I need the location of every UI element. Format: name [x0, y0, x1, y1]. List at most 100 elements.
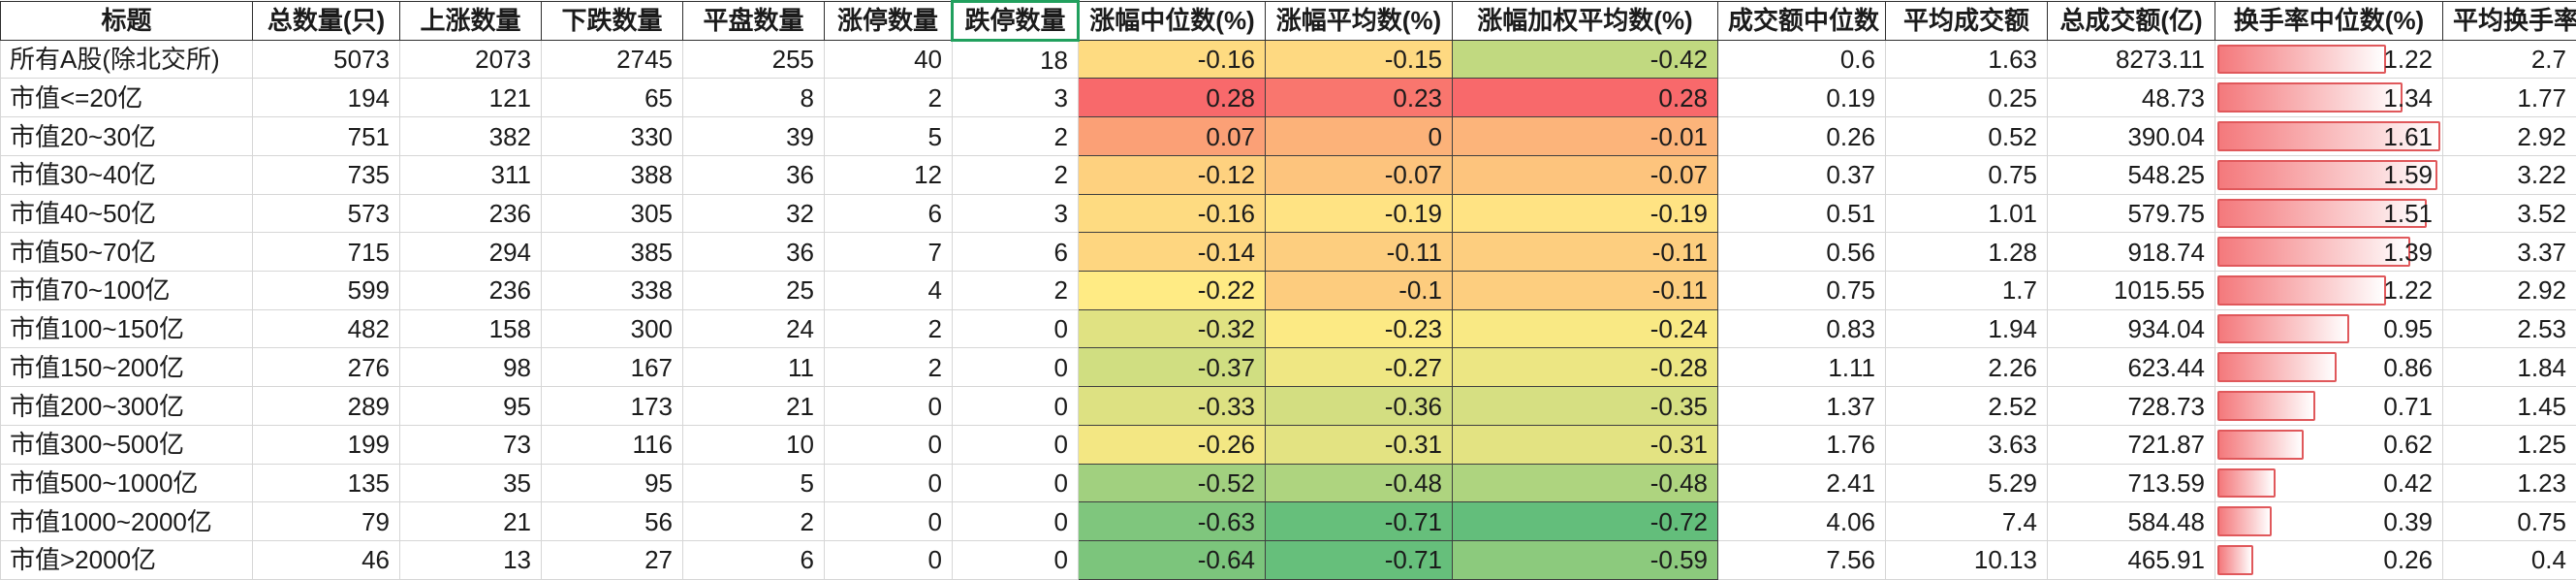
cell-turnover_rate_median_pct[interactable]: 0.86 [2215, 348, 2443, 387]
cell-down_count[interactable]: 338 [542, 272, 683, 310]
cell-turnover_amount_median[interactable]: 7.56 [1718, 541, 1886, 580]
cell-limit_up_count[interactable]: 12 [825, 155, 953, 194]
cell-turnover_rate_mean[interactable]: 0.75 [2443, 502, 2576, 541]
cell-turnover_rate_median_pct[interactable]: 1.22 [2215, 40, 2443, 79]
cell-down_count[interactable]: 116 [542, 425, 683, 464]
cell-turnover_amount_mean[interactable]: 1.7 [1886, 272, 2048, 310]
cell-turnover_amount_total[interactable]: 390.04 [2048, 117, 2215, 156]
cell-turnover_amount_median[interactable]: 0.51 [1718, 194, 1886, 233]
cell-up_count[interactable]: 21 [400, 502, 542, 541]
cell-flat_count[interactable]: 32 [683, 194, 825, 233]
cell-turnover_amount_mean[interactable]: 5.29 [1886, 464, 2048, 502]
cell-change_weighted_mean_pct[interactable]: -0.07 [1453, 155, 1718, 194]
cell-change_weighted_mean_pct[interactable]: -0.72 [1453, 502, 1718, 541]
cell-turnover_amount_median[interactable]: 2.41 [1718, 464, 1886, 502]
column-header-flat_count[interactable]: 平盘数量 [683, 2, 825, 41]
cell-up_count[interactable]: 2073 [400, 40, 542, 79]
cell-flat_count[interactable]: 255 [683, 40, 825, 79]
cell-change_weighted_mean_pct[interactable]: -0.01 [1453, 117, 1718, 156]
cell-flat_count[interactable]: 21 [683, 387, 825, 426]
cell-turnover_rate_median_pct[interactable]: 0.42 [2215, 464, 2443, 502]
cell-title[interactable]: 市值20~30亿 [1, 117, 253, 156]
cell-turnover_amount_mean[interactable]: 1.94 [1886, 309, 2048, 348]
cell-limit_up_count[interactable]: 0 [825, 541, 953, 580]
cell-change_median_pct[interactable]: 0.28 [1079, 79, 1266, 117]
cell-up_count[interactable]: 13 [400, 541, 542, 580]
cell-total_count[interactable]: 751 [253, 117, 400, 156]
cell-up_count[interactable]: 95 [400, 387, 542, 426]
cell-change_weighted_mean_pct[interactable]: -0.28 [1453, 348, 1718, 387]
column-header-up_count[interactable]: 上涨数量 [400, 2, 542, 41]
cell-limit_down_count[interactable]: 2 [953, 155, 1079, 194]
cell-change_median_pct[interactable]: -0.33 [1079, 387, 1266, 426]
cell-change_median_pct[interactable]: -0.52 [1079, 464, 1266, 502]
cell-turnover_amount_median[interactable]: 0.56 [1718, 233, 1886, 272]
cell-turnover_rate_median_pct[interactable]: 1.59 [2215, 155, 2443, 194]
cell-limit_up_count[interactable]: 4 [825, 272, 953, 310]
cell-flat_count[interactable]: 10 [683, 425, 825, 464]
cell-up_count[interactable]: 294 [400, 233, 542, 272]
cell-total_count[interactable]: 715 [253, 233, 400, 272]
cell-flat_count[interactable]: 11 [683, 348, 825, 387]
cell-turnover_rate_median_pct[interactable]: 1.51 [2215, 194, 2443, 233]
cell-title[interactable]: 市值40~50亿 [1, 194, 253, 233]
cell-turnover_rate_mean[interactable]: 3.52 [2443, 194, 2576, 233]
cell-turnover_rate_mean[interactable]: 2.7 [2443, 40, 2576, 79]
cell-turnover_amount_median[interactable]: 0.75 [1718, 272, 1886, 310]
cell-change_median_pct[interactable]: -0.26 [1079, 425, 1266, 464]
cell-up_count[interactable]: 158 [400, 309, 542, 348]
cell-change_weighted_mean_pct[interactable]: -0.59 [1453, 541, 1718, 580]
cell-change_mean_pct[interactable]: -0.36 [1266, 387, 1453, 426]
cell-title[interactable]: 市值70~100亿 [1, 272, 253, 310]
cell-title[interactable]: 所有A股(除北交所) [1, 40, 253, 79]
cell-turnover_rate_mean[interactable]: 1.25 [2443, 425, 2576, 464]
cell-turnover_amount_total[interactable]: 713.59 [2048, 464, 2215, 502]
column-header-turnover_rate_median_pct[interactable]: 换手率中位数(%) [2215, 2, 2443, 41]
cell-up_count[interactable]: 121 [400, 79, 542, 117]
cell-turnover_rate_mean[interactable]: 2.92 [2443, 117, 2576, 156]
cell-turnover_rate_mean[interactable]: 1.84 [2443, 348, 2576, 387]
column-header-limit_up_count[interactable]: 涨停数量 [825, 2, 953, 41]
cell-flat_count[interactable]: 39 [683, 117, 825, 156]
cell-change_weighted_mean_pct[interactable]: -0.11 [1453, 233, 1718, 272]
cell-change_weighted_mean_pct[interactable]: -0.42 [1453, 40, 1718, 79]
cell-title[interactable]: 市值30~40亿 [1, 155, 253, 194]
cell-total_count[interactable]: 79 [253, 502, 400, 541]
cell-turnover_amount_total[interactable]: 1015.55 [2048, 272, 2215, 310]
column-header-total_count[interactable]: 总数量(只) [253, 2, 400, 41]
cell-down_count[interactable]: 385 [542, 233, 683, 272]
cell-change_median_pct[interactable]: -0.14 [1079, 233, 1266, 272]
cell-title[interactable]: 市值>2000亿 [1, 541, 253, 580]
column-header-change_mean_pct[interactable]: 涨幅平均数(%) [1266, 2, 1453, 41]
cell-change_weighted_mean_pct[interactable]: 0.28 [1453, 79, 1718, 117]
cell-flat_count[interactable]: 36 [683, 155, 825, 194]
cell-title[interactable]: 市值300~500亿 [1, 425, 253, 464]
cell-flat_count[interactable]: 36 [683, 233, 825, 272]
cell-flat_count[interactable]: 24 [683, 309, 825, 348]
cell-limit_up_count[interactable]: 7 [825, 233, 953, 272]
cell-turnover_rate_median_pct[interactable]: 1.61 [2215, 117, 2443, 156]
cell-change_median_pct[interactable]: -0.64 [1079, 541, 1266, 580]
cell-change_median_pct[interactable]: -0.16 [1079, 40, 1266, 79]
cell-down_count[interactable]: 330 [542, 117, 683, 156]
cell-turnover_amount_total[interactable]: 579.75 [2048, 194, 2215, 233]
cell-turnover_rate_median_pct[interactable]: 0.71 [2215, 387, 2443, 426]
cell-total_count[interactable]: 482 [253, 309, 400, 348]
cell-change_mean_pct[interactable]: -0.11 [1266, 233, 1453, 272]
cell-limit_down_count[interactable]: 3 [953, 79, 1079, 117]
cell-total_count[interactable]: 735 [253, 155, 400, 194]
cell-change_weighted_mean_pct[interactable]: -0.19 [1453, 194, 1718, 233]
cell-flat_count[interactable]: 25 [683, 272, 825, 310]
cell-turnover_amount_median[interactable]: 1.76 [1718, 425, 1886, 464]
cell-limit_down_count[interactable]: 0 [953, 464, 1079, 502]
cell-turnover_amount_mean[interactable]: 3.63 [1886, 425, 2048, 464]
cell-change_mean_pct[interactable]: -0.23 [1266, 309, 1453, 348]
cell-limit_down_count[interactable]: 6 [953, 233, 1079, 272]
cell-turnover_amount_mean[interactable]: 0.75 [1886, 155, 2048, 194]
cell-turnover_amount_total[interactable]: 728.73 [2048, 387, 2215, 426]
cell-change_mean_pct[interactable]: -0.07 [1266, 155, 1453, 194]
cell-change_weighted_mean_pct[interactable]: -0.31 [1453, 425, 1718, 464]
cell-turnover_rate_median_pct[interactable]: 1.34 [2215, 79, 2443, 117]
column-header-limit_down_count[interactable]: 跌停数量 [953, 2, 1079, 41]
column-header-title[interactable]: 标题 [1, 2, 253, 41]
